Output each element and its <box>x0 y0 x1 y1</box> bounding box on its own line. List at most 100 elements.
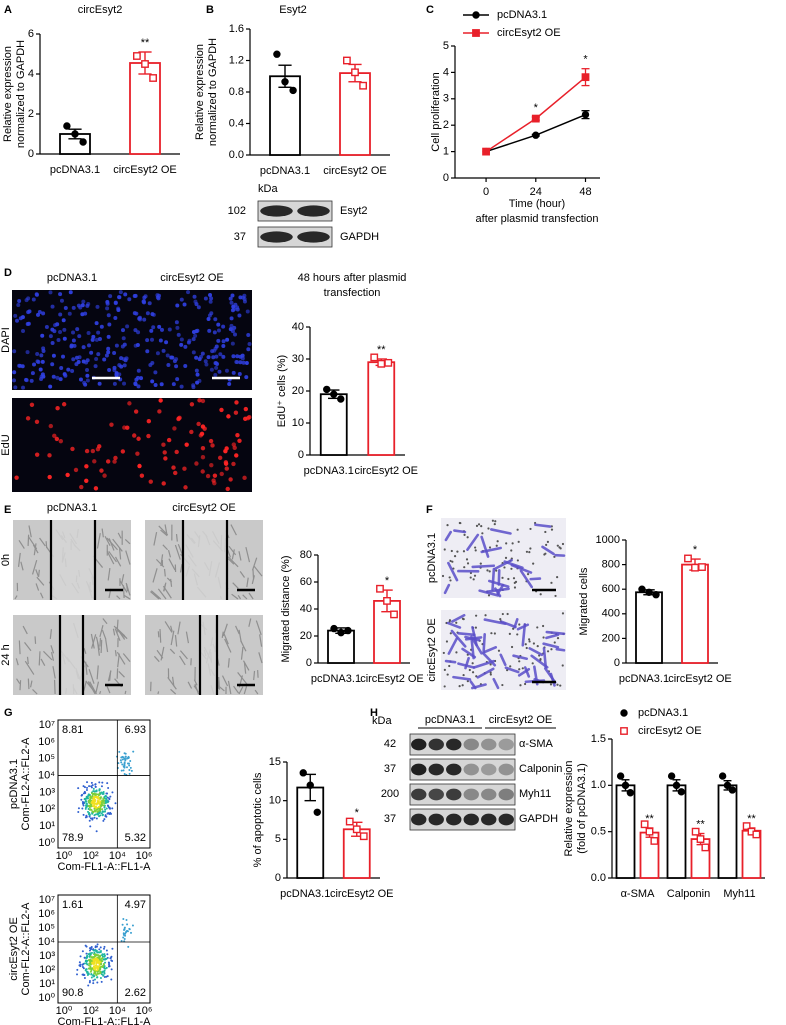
cell-nucleus <box>231 370 236 375</box>
cell-nucleus <box>61 318 66 323</box>
cell-nucleus <box>133 382 138 387</box>
y-tick-label: 30 <box>292 353 304 365</box>
pore <box>488 546 492 549</box>
flow-event <box>106 804 109 807</box>
significance-label: * <box>534 102 539 114</box>
cell-nucleus <box>157 324 162 329</box>
flow-event <box>120 761 123 764</box>
cell-nucleus <box>150 379 155 384</box>
flow-event <box>92 811 95 814</box>
cell-nucleus <box>50 362 55 367</box>
cell <box>123 594 131 600</box>
flow-event <box>92 800 95 803</box>
cell <box>245 546 251 563</box>
x-tick-label: Myh11 <box>723 888 755 900</box>
cell <box>232 582 239 589</box>
pore <box>455 651 458 654</box>
cell-nucleus <box>232 325 237 330</box>
migrated-cell <box>534 523 552 528</box>
cell-nucleus <box>86 343 91 348</box>
pore <box>458 685 461 688</box>
flow-event <box>94 972 97 975</box>
data-point <box>343 56 351 65</box>
blot-band <box>498 738 514 751</box>
significance-label: ** <box>747 813 756 825</box>
pore <box>516 528 519 531</box>
cell-nucleus <box>73 467 79 473</box>
cell-nucleus <box>235 307 240 312</box>
data-point <box>337 395 345 403</box>
cell-nucleus <box>117 372 122 377</box>
flow-event <box>88 962 91 965</box>
cell-nucleus <box>191 350 196 355</box>
cell-nucleus <box>219 407 224 413</box>
y-tick-label: 0 <box>614 657 620 669</box>
y-tick-label: 1 <box>443 146 449 158</box>
flow-event <box>101 810 104 813</box>
cell <box>160 646 165 661</box>
cell-nucleus <box>200 445 206 451</box>
flow-sample: pcDNA3.1 <box>8 759 20 809</box>
cell-nucleus <box>15 318 20 323</box>
pore <box>450 549 453 553</box>
cell-nucleus <box>161 348 166 353</box>
flow-event <box>81 800 84 803</box>
flow-event <box>98 805 101 808</box>
flow-event <box>81 950 84 953</box>
cell-nucleus <box>34 419 40 424</box>
y-tick-label: 2 <box>28 108 34 120</box>
cell-nucleus <box>208 438 214 444</box>
flow-event <box>76 973 79 976</box>
scratch-area <box>51 520 95 600</box>
cell-nucleus <box>194 329 199 334</box>
flow-event <box>111 791 114 794</box>
data-point <box>337 628 345 637</box>
cell <box>238 686 244 695</box>
flow-event <box>103 818 106 821</box>
chart-title: Esyt2 <box>279 4 307 16</box>
flow-event <box>98 960 101 963</box>
pore <box>504 556 508 559</box>
flow-event <box>97 956 100 959</box>
flow-event <box>122 932 125 935</box>
cell <box>231 593 239 600</box>
migrated-cell <box>542 642 560 649</box>
cell <box>253 670 256 681</box>
data-point <box>621 781 630 790</box>
cell-nucleus <box>195 372 200 377</box>
pore <box>541 624 545 628</box>
data-point <box>691 827 700 836</box>
cell-nucleus <box>163 456 168 461</box>
cell-nucleus <box>192 294 197 299</box>
cell <box>167 549 172 558</box>
flow-event <box>85 814 88 817</box>
cell-nucleus <box>182 302 187 307</box>
cell-nucleus <box>104 353 109 358</box>
cell <box>14 595 18 600</box>
pore <box>556 637 560 640</box>
flow-event <box>95 957 98 960</box>
cell-nucleus <box>92 459 97 464</box>
cell-nucleus <box>127 401 132 406</box>
cell-nucleus <box>242 293 247 298</box>
blot-band <box>428 813 444 826</box>
cell-nucleus <box>40 333 45 338</box>
pore <box>468 668 471 672</box>
cell-nucleus <box>234 400 239 405</box>
cell-nucleus <box>89 350 94 355</box>
y-tick-label: 60 <box>300 576 312 588</box>
blot-protein: GAPDH <box>519 813 558 825</box>
row-label: 0h <box>0 554 12 566</box>
flow-x-tick: 10² <box>83 1005 99 1017</box>
flow-event <box>99 963 102 966</box>
cell <box>15 658 19 666</box>
cell <box>253 565 263 577</box>
flow-x-tick: 10⁴ <box>109 1005 126 1017</box>
flow-event <box>100 812 103 815</box>
flow-x-tick: 10⁴ <box>109 850 126 862</box>
bar <box>296 786 325 879</box>
y-axis-label: normalized to GAPDH <box>207 38 219 146</box>
cell-nucleus <box>136 436 141 441</box>
cell-nucleus <box>85 368 90 373</box>
flow-y-label: Com-FL2-A::FL2-A <box>20 902 32 996</box>
